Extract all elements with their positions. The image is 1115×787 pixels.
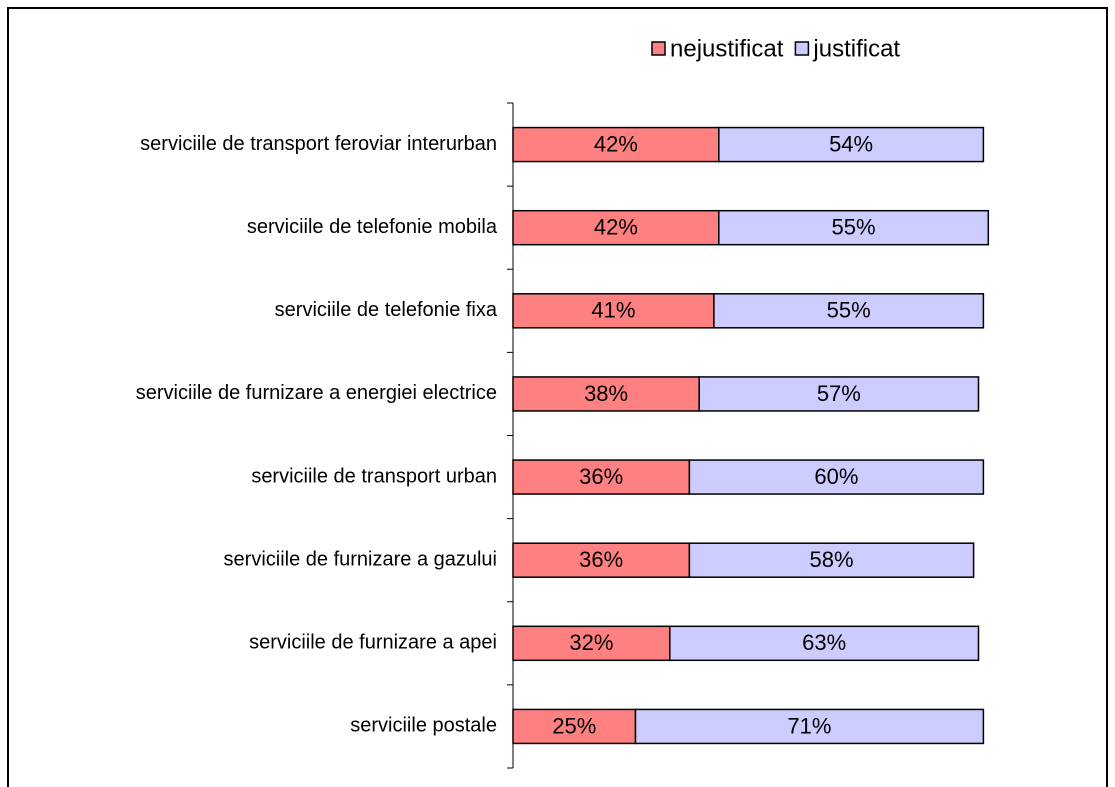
- y-tick-label: serviciile de furnizare a apei: [249, 632, 497, 654]
- bar-segment: [634, 708, 985, 745]
- y-tick-label: serviciile de furnizare a energiei elect…: [136, 382, 497, 404]
- value-label: 36%: [579, 464, 623, 489]
- value-label: 55%: [832, 215, 876, 240]
- y-tick-label: serviciile de telefonie mobila: [247, 216, 498, 238]
- value-label: 55%: [827, 298, 871, 323]
- value-label: 25%: [552, 713, 596, 738]
- bar-segment: [718, 209, 990, 246]
- bar-segment: [698, 376, 980, 412]
- value-label: 41%: [591, 298, 635, 323]
- value-label: 36%: [579, 547, 623, 572]
- bar-segment: [688, 459, 985, 495]
- bar-segment: [688, 542, 975, 578]
- legend-swatch: [651, 41, 666, 56]
- value-label: 42%: [594, 131, 638, 156]
- value-label: 38%: [584, 381, 628, 406]
- legend-label: justificat: [812, 35, 900, 62]
- legend-label: nejustificat: [670, 35, 784, 62]
- bar-segment: [512, 625, 671, 662]
- value-label: 71%: [787, 713, 831, 738]
- y-tick-label: serviciile de transport urban: [251, 465, 497, 487]
- bar-segment: [718, 126, 985, 163]
- bar-segment: [512, 459, 691, 495]
- value-label: 57%: [817, 381, 861, 406]
- value-label: 42%: [594, 215, 638, 240]
- value-label: 58%: [809, 547, 853, 572]
- bar-segment: [512, 126, 720, 163]
- value-label: 60%: [814, 464, 858, 489]
- value-label: 54%: [829, 131, 873, 156]
- bar-segment: [713, 293, 985, 329]
- y-tick-label: serviciile postale: [350, 715, 497, 737]
- bar-segment: [512, 209, 720, 246]
- legend-swatch: [794, 41, 810, 56]
- value-label: 32%: [569, 630, 613, 655]
- y-tick-label: serviciile de transport feroviar interur…: [140, 133, 497, 155]
- y-tick-label: serviciile de furnizare a gazului: [224, 548, 497, 570]
- y-tick-label: serviciile de telefonie fixa: [275, 299, 498, 321]
- bar-segment: [669, 625, 980, 662]
- value-label: 63%: [802, 630, 846, 655]
- frame: [7, 7, 1108, 787]
